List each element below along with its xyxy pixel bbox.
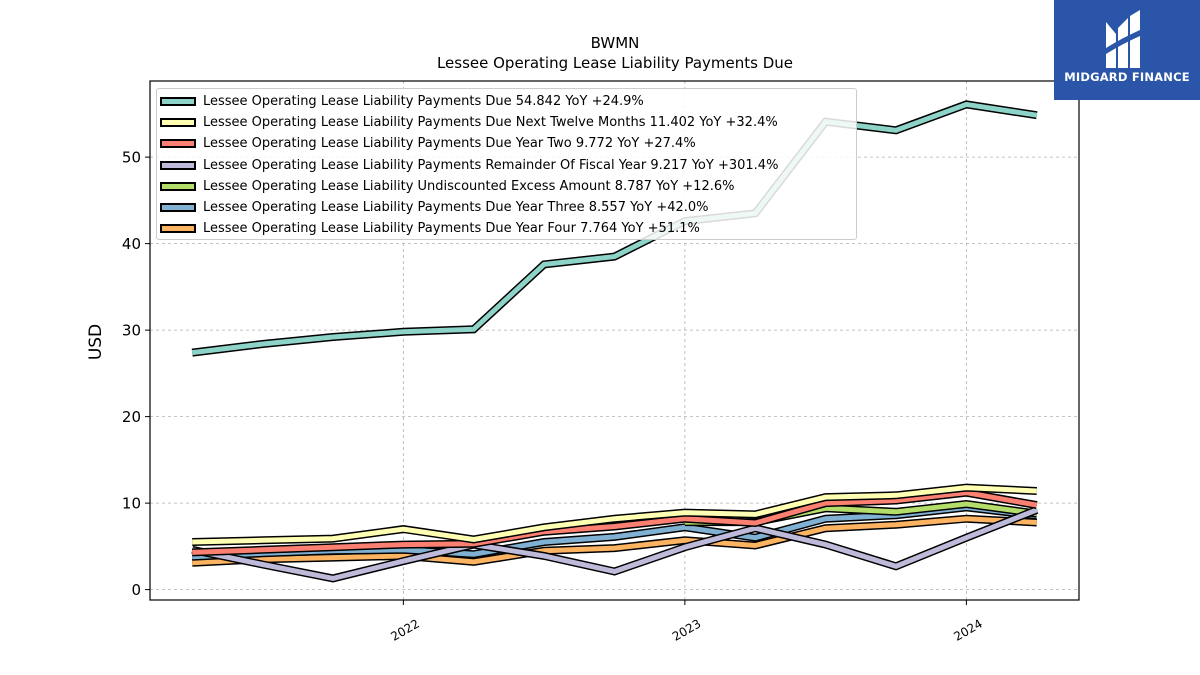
series-line (191, 506, 1039, 583)
y-tick-label: 40 (122, 235, 141, 253)
y-tick-label: 50 (122, 149, 141, 167)
legend-label: Lessee Operating Lease Liability Payment… (203, 200, 709, 215)
x-tick-label: 2024 (951, 616, 984, 643)
chart-ticker: BWMN (591, 34, 640, 52)
series-line-fill (192, 485, 1037, 545)
legend-item: Lessee Operating Lease Liability Payment… (160, 197, 709, 218)
legend-label: Lessee Operating Lease Liability Payment… (203, 115, 778, 131)
y-tick-label: 10 (122, 495, 141, 513)
legend: Lessee Operating Lease Liability Payment… (156, 88, 857, 240)
series-layer (191, 100, 1039, 583)
legend-label: Lessee Operating Lease Liability Payment… (203, 157, 779, 173)
legend-item: Lessee Operating Lease Liability Payment… (160, 91, 644, 112)
series-line-fill (192, 490, 1038, 555)
brand-logo: MIDGARD FINANCE (1054, 0, 1200, 100)
legend-swatch (160, 160, 196, 170)
legend-swatch (160, 97, 196, 106)
plot-frame (149, 80, 1080, 601)
series-line (191, 100, 1038, 357)
legend-item: Lessee Operating Lease Liability Payment… (160, 155, 778, 176)
legend-swatch (160, 139, 196, 149)
legend-label: Lessee Operating Lease Liability Payment… (203, 136, 696, 152)
chart-title: Lessee Operating Lease Liability Payment… (437, 54, 793, 72)
y-tick-label: 20 (122, 408, 141, 426)
y-axis-label: USD (86, 324, 106, 360)
legend-swatch (160, 181, 196, 191)
legend-item: Lessee Operating Lease Liability Payment… (160, 218, 700, 239)
legend-item: Lessee Operating Lease Liability Undisco… (160, 176, 734, 197)
series-line-fill (192, 516, 1037, 566)
legend-item: Lessee Operating Lease Liability Payment… (160, 133, 696, 154)
series-line-fill (191, 507, 1038, 581)
legend-swatch (160, 224, 196, 234)
x-tick-label: 2023 (670, 616, 703, 643)
legend-label: Lessee Operating Lease Liability Payment… (203, 94, 644, 109)
legend-item: Lessee Operating Lease Liability Payment… (160, 112, 778, 133)
series-line (192, 483, 1037, 546)
series-line (192, 514, 1038, 567)
legend-swatch (160, 203, 196, 212)
series-line (192, 488, 1038, 557)
legend-label: Lessee Operating Lease Liability Undisco… (203, 178, 735, 194)
logo-text: MIDGARD FINANCE (1064, 70, 1190, 84)
y-tick-label: 0 (131, 581, 141, 599)
series-line-fill (191, 101, 1038, 356)
legend-swatch (160, 118, 196, 128)
x-tick-label: 2022 (388, 616, 421, 643)
logo-mark-icon (1106, 10, 1140, 68)
legend-label: Lessee Operating Lease Liability Payment… (203, 221, 700, 237)
y-tick-label: 30 (122, 322, 141, 340)
